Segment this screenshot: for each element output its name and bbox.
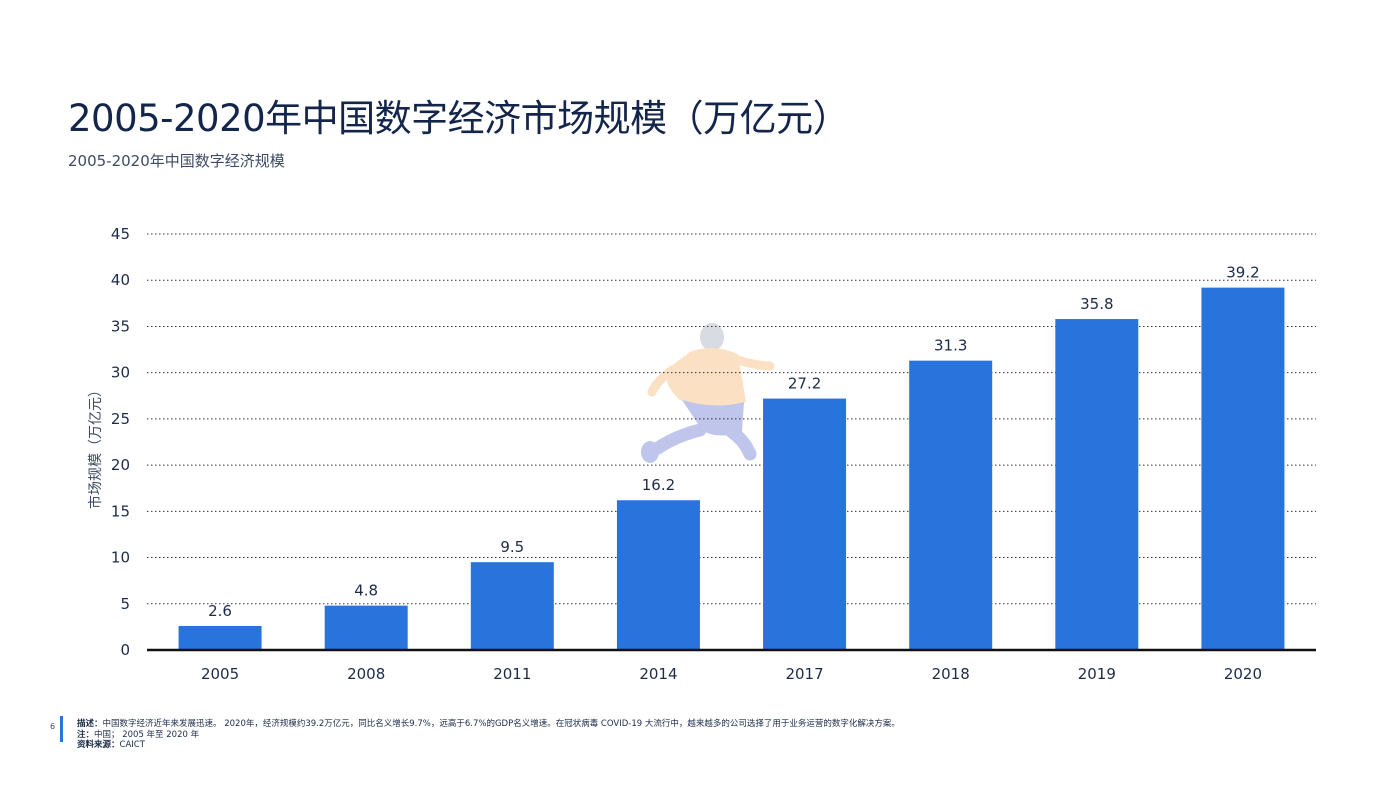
bar-2014 — [616, 500, 700, 650]
x-axis-tick-labels: 2005 2008 2011 2014 2017 2018 2019 2020 — [201, 665, 1262, 683]
data-label-2005: 2.6 — [208, 602, 232, 620]
page-number: 6 — [50, 722, 56, 731]
x-tick-label: 2019 — [1078, 665, 1116, 683]
data-label-2018: 31.3 — [934, 337, 967, 355]
source-text: CAICT — [119, 740, 145, 750]
footer: 6 描述：中国数字经济近年来发展迅速。 2020年，经济规模约39.2万亿元，同… — [50, 716, 1350, 756]
bar-data-labels: 2.6 4.8 9.5 16.2 27.2 31.3 35.8 39.2 — [208, 264, 1260, 620]
source-label: 资料来源： — [77, 740, 120, 750]
bar-2008 — [324, 605, 408, 650]
bar-2017 — [763, 398, 847, 650]
description-text: 中国数字经济近年来发展迅速。 2020年，经济规模约39.2万亿元，同比名义增长… — [102, 719, 900, 729]
bar-chart: 0 5 10 15 20 25 30 35 40 45 2.6 4.8 9.5 16.2 27.2 31.3… — [87, 225, 1316, 683]
y-axis-tick-labels: 0 5 10 15 20 25 30 35 40 45 — [111, 225, 130, 659]
x-tick-label: 2005 — [201, 665, 239, 683]
data-label-2014: 16.2 — [642, 476, 675, 494]
footer-source: 资料来源：CAICT — [77, 740, 900, 751]
y-tick-label: 5 — [120, 595, 130, 613]
x-tick-label: 2008 — [347, 665, 385, 683]
note-text: 中国； 2005 年至 2020 年 — [94, 729, 200, 740]
y-tick-label: 40 — [111, 271, 130, 289]
gridlines — [147, 233, 1316, 605]
data-label-2019: 35.8 — [1080, 295, 1113, 313]
data-label-2008: 4.8 — [354, 582, 378, 600]
page-subtitle: 2005-2020年中国数字经济规模 — [68, 152, 285, 170]
bar-2018 — [909, 360, 993, 650]
x-tick-label: 2018 — [932, 665, 970, 683]
data-label-2011: 9.5 — [500, 538, 524, 556]
footer-note: 注：中国； 2005 年至 2020 年 — [77, 730, 900, 741]
bar-2005 — [178, 625, 262, 650]
runner-illustration — [641, 323, 775, 463]
footer-accent-bar — [60, 716, 63, 742]
x-tick-label: 2017 — [785, 665, 823, 683]
x-tick-label: 2020 — [1224, 665, 1262, 683]
note-label: 注： — [77, 729, 95, 740]
y-axis-title: 市场规模（万亿元） — [87, 383, 104, 509]
bar-2020 — [1201, 287, 1285, 650]
x-tick-label: 2011 — [493, 665, 531, 683]
bar-2019 — [1055, 319, 1139, 650]
bar-2011 — [470, 562, 554, 650]
bars — [178, 287, 1285, 650]
page-title: 2005-2020年中国数字经济市场规模（万亿元） — [68, 97, 850, 140]
y-tick-label: 45 — [111, 225, 130, 243]
footer-description: 描述：中国数字经济近年来发展迅速。 2020年，经济规模约39.2万亿元，同比名… — [77, 719, 900, 730]
y-tick-label: 20 — [111, 456, 130, 474]
y-tick-label: 25 — [111, 410, 130, 428]
y-tick-label: 0 — [120, 641, 130, 659]
y-tick-label: 30 — [111, 364, 130, 382]
x-tick-label: 2014 — [639, 665, 677, 683]
y-tick-label: 15 — [111, 502, 130, 520]
description-label: 描述： — [77, 719, 103, 729]
y-tick-label: 35 — [111, 317, 130, 335]
data-label-2020: 39.2 — [1226, 264, 1259, 282]
footer-notes: 描述：中国数字经济近年来发展迅速。 2020年，经济规模约39.2万亿元，同比名… — [77, 719, 900, 751]
data-label-2017: 27.2 — [788, 375, 821, 393]
y-tick-label: 10 — [111, 549, 130, 567]
